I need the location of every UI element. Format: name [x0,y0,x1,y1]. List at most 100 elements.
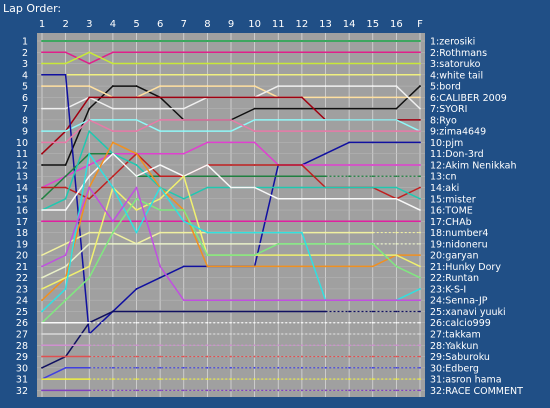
series-point [64,141,67,144]
series-point [300,344,303,347]
series-point [182,265,185,268]
series-point [230,389,232,392]
series-point [182,299,185,302]
series-point [419,310,421,313]
x-tick-label: 9 [228,19,234,30]
series-point [395,344,398,347]
series-point [300,40,303,42]
series-point [230,96,232,99]
series-point [300,378,303,380]
x-tick-label: 1 [39,19,45,30]
series-point [277,321,280,324]
series-point [41,378,43,380]
series-point [41,288,43,290]
series-point [206,141,209,144]
series-point [300,242,303,245]
series-point [159,152,162,155]
series-point [88,378,91,380]
series-point [395,254,398,257]
series-point [277,366,280,369]
series-point [348,164,351,166]
series-point [419,96,421,99]
series-point [159,175,162,178]
series-point [182,333,185,335]
y-tick-label: 16 [16,206,28,217]
series-point [88,265,91,268]
series-point [159,107,162,110]
series-point [159,51,162,54]
series-point [111,389,114,392]
series-point [300,310,303,313]
series-point [135,73,138,76]
series-point [324,333,327,335]
series-point [41,389,43,392]
series-point [111,186,114,189]
series-point [277,265,280,268]
series-point [419,73,421,76]
series-point [253,366,256,369]
series-point [159,73,162,76]
series-point [300,333,303,335]
series-point [277,355,280,358]
series-point [253,231,256,234]
series-point [277,344,280,347]
series-point [182,242,185,245]
series-point [41,73,43,76]
series-point [182,152,185,155]
legend-entry: 6:CALIBER 2009 [430,93,507,104]
legend-entry: 9:zima4649 [430,127,486,138]
series-point [348,254,351,257]
series-point [230,62,232,65]
series-point [395,389,398,392]
series-point [230,130,232,133]
series-point [348,355,351,358]
series-31-asron-hama [41,378,421,380]
legend-entry: 28:Yakkun [430,341,478,352]
series-point [324,96,327,99]
series-point [41,40,43,42]
x-tick-label: 3 [86,19,92,30]
series-point [230,321,232,324]
series-point [300,51,303,54]
series-point [300,355,303,358]
series-point [111,40,114,42]
legend-entry: 26:calcio999 [430,318,491,329]
series-point [135,85,138,87]
x-tick-label: 2 [62,19,68,30]
series-point [135,175,138,178]
series-point [88,130,91,133]
series-point [348,242,351,245]
series-point [159,220,162,223]
legend-entry: 29:Saburoku [430,352,490,363]
series-point [348,366,351,369]
y-tick-label: 15 [16,194,28,205]
series-point [277,310,280,313]
x-tick-label: 8 [204,19,210,30]
series-point [419,107,421,110]
legend-entry: 16:TOME [430,206,473,217]
series-point [111,333,114,335]
series-point [135,344,138,347]
legend-entry: 11:Don-3rd [430,149,484,160]
y-tick-label: 10 [16,138,28,149]
series-point [135,152,138,155]
series-point [253,389,256,392]
legend-entry: 1:zerosiki [430,37,475,48]
series-point [111,220,114,223]
y-tick-label: 14 [16,183,28,194]
series-point [111,344,114,347]
series-point [88,152,91,155]
legend-entry: 24:Senna-JP [430,296,488,307]
y-tick-label: 32 [16,386,28,397]
series-point [277,118,280,121]
series-point [88,276,91,279]
series-point [88,51,91,54]
series-point [88,344,91,347]
series-point [395,73,398,76]
series-point [182,378,185,380]
legend-entry: 12:Akim Nenikkah [430,160,517,171]
series-point [348,321,351,324]
series-point [111,141,114,144]
series-point [182,366,185,369]
series-point [206,299,209,302]
